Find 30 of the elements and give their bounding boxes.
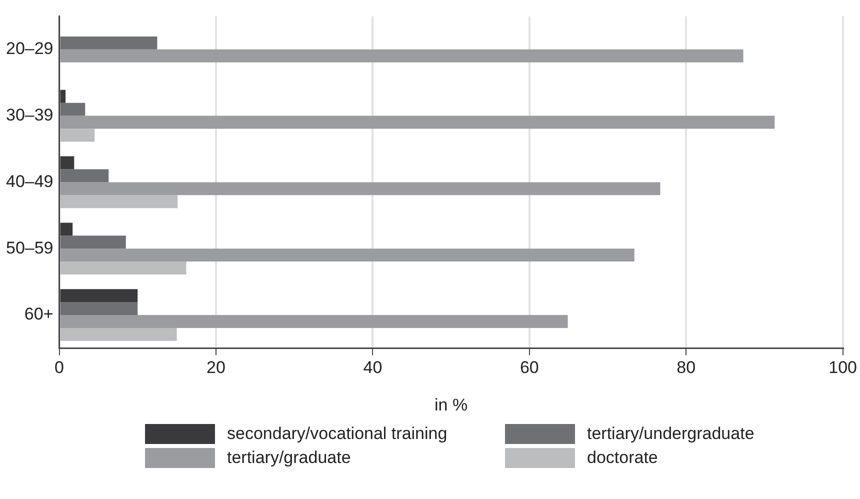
y-tick-label: 60+ (24, 304, 54, 324)
bar (60, 236, 126, 249)
legend-label: tertiary/graduate (227, 448, 351, 468)
legend-label: secondary/vocational training (227, 424, 448, 444)
legend-label: doctorate (587, 448, 658, 468)
bar (60, 116, 775, 129)
y-tick-label: 20–29 (6, 39, 54, 58)
bar (60, 328, 177, 341)
x-tick-label: 0 (54, 358, 64, 378)
x-tick-label: 40 (363, 358, 382, 378)
bar (60, 182, 660, 196)
y-tick-label: 40–49 (6, 172, 54, 191)
bar (60, 169, 109, 182)
x-tick-label: 20 (206, 358, 226, 378)
bar (60, 36, 158, 50)
x-tick-label: 100 (828, 358, 858, 378)
x-tick-label: 80 (676, 358, 696, 378)
legend-label: tertiary/undergraduate (587, 424, 754, 444)
bar (60, 128, 95, 142)
bar (60, 195, 178, 208)
bar (60, 315, 568, 328)
bar (60, 302, 138, 315)
y-tick-label: 50–59 (6, 238, 54, 258)
x-tick-label: 60 (520, 358, 539, 378)
bar (60, 262, 186, 274)
x-axis-title: in % (434, 395, 468, 414)
bar (60, 102, 86, 116)
bar (60, 49, 744, 62)
bar (60, 248, 634, 262)
y-tick-label: 30–39 (6, 105, 54, 124)
